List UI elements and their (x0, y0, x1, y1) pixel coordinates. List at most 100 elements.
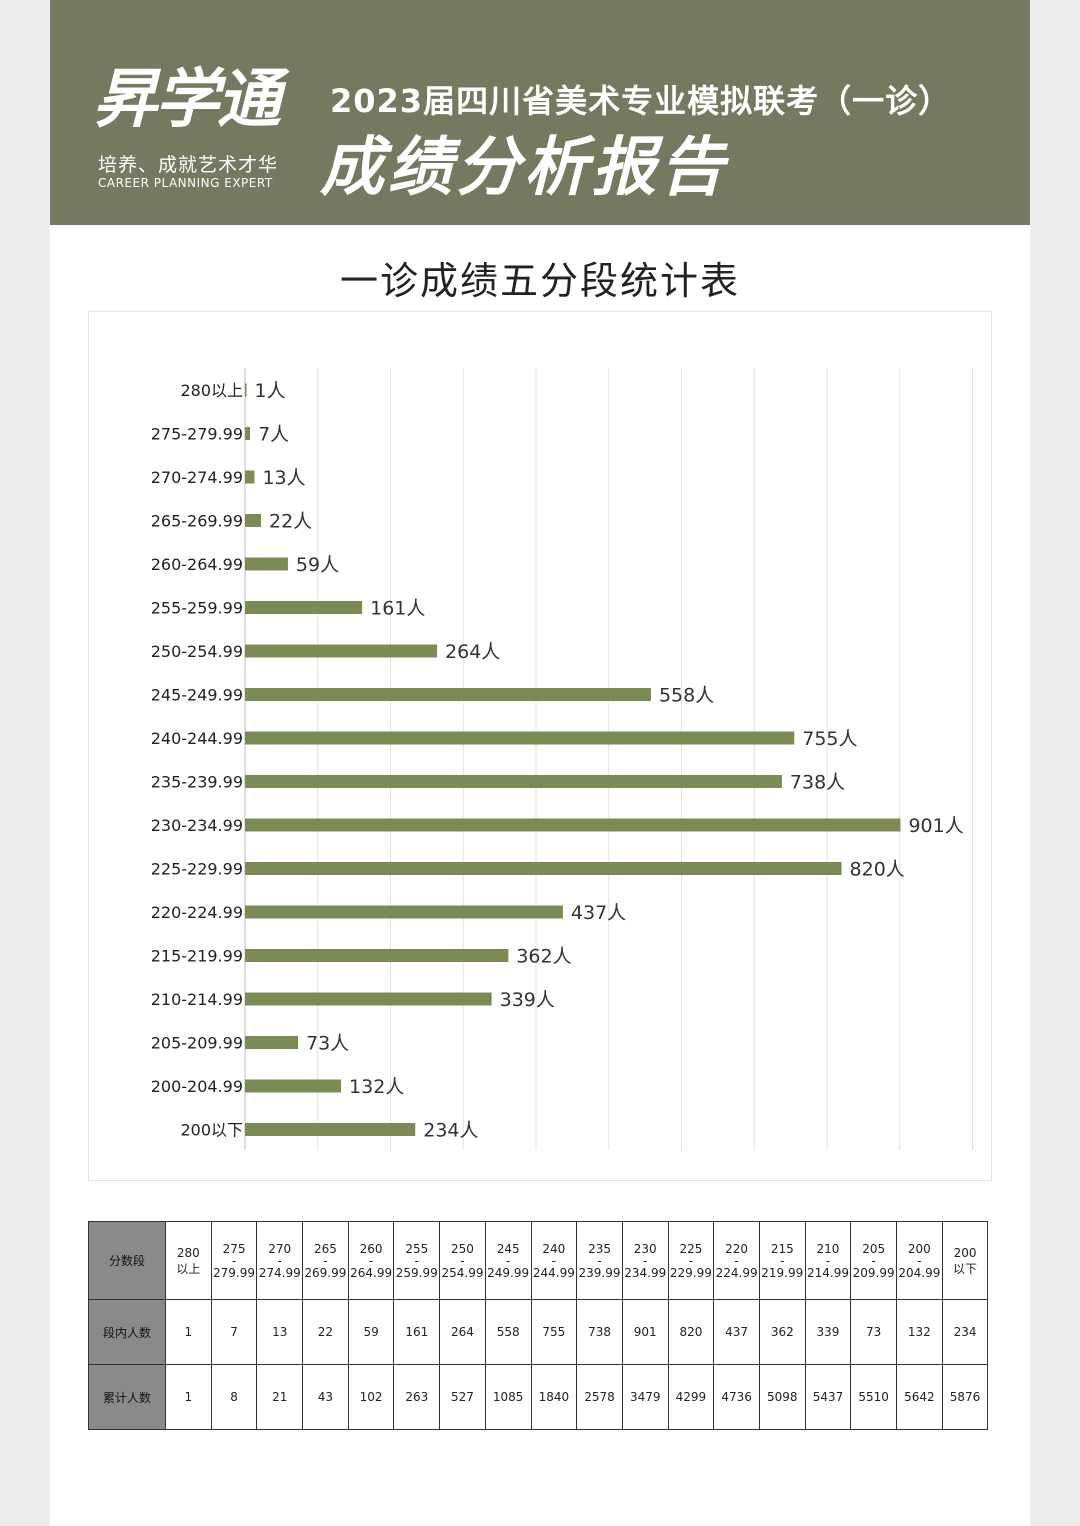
segment-cell: 270-274.99 (256, 1221, 304, 1300)
cumulative-cell: 21 (256, 1364, 304, 1430)
cumulative-cell: 3479 (621, 1364, 669, 1430)
data-label: 738人 (790, 772, 845, 794)
data-label: 234人 (423, 1120, 478, 1142)
report-header: 昇学通 培养、成就艺术才华 CAREER PLANNING EXPERT 202… (50, 0, 1030, 225)
bar (245, 905, 563, 919)
category-label: 200以下 (180, 1121, 243, 1140)
cumulative-cell: 5876 (941, 1364, 989, 1430)
data-label: 13人 (262, 467, 305, 489)
bar (245, 775, 782, 788)
brand-logo: 昇学通 (93, 63, 281, 137)
category-label: 255-259.99 (151, 599, 243, 618)
category-label: 280以上 (180, 381, 243, 400)
cumulative-cell: 5098 (758, 1364, 806, 1430)
bar (245, 1036, 299, 1049)
cumulative-cell: 43 (302, 1364, 349, 1430)
segment-cell: 280 以上 (165, 1221, 212, 1300)
count-cell: 73 (850, 1299, 897, 1365)
chart-title: 一诊成绩五分段统计表 (339, 259, 740, 303)
bar (245, 731, 795, 745)
bar (245, 1123, 416, 1136)
category-label: 250-254.99 (151, 642, 243, 661)
data-label: 437人 (571, 902, 626, 924)
category-label: 260-264.99 (151, 555, 243, 574)
table-row-counts: 段内人数 1 7 13 22 59 161 264 558 755 738 901 820 437 362… (88, 1299, 989, 1365)
count-cell: 1 (165, 1299, 212, 1365)
bar (245, 1079, 342, 1093)
category-label: 270-274.99 (151, 468, 243, 487)
category-label: 220-224.99 (151, 903, 243, 922)
bar (245, 818, 901, 832)
table-row-segments: 分数段 280 以上 275-279.99 270-274.99 265-269.99 2… (88, 1221, 989, 1300)
count-cell: 362 (758, 1299, 806, 1365)
bar (245, 601, 363, 614)
category-label: 235-239.99 (151, 773, 243, 792)
category-label: 215-219.99 (151, 947, 243, 966)
segment-cell: 260-264.99 (347, 1221, 395, 1300)
category-label: 225-229.99 (151, 860, 243, 879)
bar (245, 427, 251, 440)
cumulative-cell: 5510 (850, 1364, 897, 1430)
data-label: 132人 (349, 1076, 404, 1098)
cumulative-cell: 102 (347, 1364, 395, 1430)
data-label: 7人 (258, 424, 289, 446)
segment-cell: 255-259.99 (393, 1221, 441, 1300)
category-label: 205-209.99 (151, 1034, 243, 1053)
data-label: 264人 (445, 641, 500, 663)
data-label: 362人 (516, 946, 571, 968)
category-label: 210-214.99 (151, 990, 243, 1009)
bar-chart-svg: 280以上 1人 275-279.99 7人 270-274.99 13人 265-269.… (151, 368, 973, 1150)
count-cell: 161 (393, 1299, 441, 1365)
data-label: 339人 (500, 989, 555, 1011)
cumulative-cell: 4736 (713, 1364, 760, 1430)
bar (245, 383, 247, 397)
count-cell: 234 (941, 1299, 989, 1365)
segment-cell: 250-254.99 (439, 1221, 486, 1300)
score-table-wrap: 分数段 280 以上 275-279.99 270-274.99 265-269.99 2… (88, 1221, 989, 1430)
bar (245, 688, 651, 701)
data-label: 901人 (908, 815, 963, 837)
table-row-cumulative: 累计人数 1 8 21 43 102 263 527 1085 1840 2578 3479 4299… (88, 1364, 989, 1430)
segment-cell: 200 以下 (941, 1221, 989, 1300)
bar (245, 470, 255, 484)
segment-cell: 225-229.99 (667, 1221, 715, 1300)
report-title: 成绩分析报告 (320, 131, 728, 205)
segment-cell: 205-209.99 (850, 1221, 897, 1300)
score-table: 分数段 280 以上 275-279.99 270-274.99 265-269.99 2… (88, 1221, 989, 1430)
row-label-count: 段内人数 (88, 1299, 166, 1365)
count-cell: 13 (256, 1299, 304, 1365)
cumulative-cell: 1840 (530, 1364, 578, 1430)
category-label: 230-234.99 (151, 816, 243, 835)
segment-cell: 210-214.99 (804, 1221, 852, 1300)
count-cell: 437 (713, 1299, 760, 1365)
count-cell: 132 (896, 1299, 943, 1365)
segment-cell: 240-244.99 (530, 1221, 578, 1300)
cumulative-cell: 5642 (896, 1364, 943, 1430)
bar (245, 862, 842, 875)
count-cell: 7 (210, 1299, 258, 1365)
segment-cell: 200-204.99 (896, 1221, 943, 1300)
count-cell: 901 (621, 1299, 669, 1365)
bar (245, 557, 288, 571)
data-label: 755人 (802, 728, 857, 750)
data-label: 820人 (850, 859, 905, 881)
cumulative-cell: 1085 (484, 1364, 532, 1430)
brand-slogan: 培养、成就艺术才华 (98, 154, 279, 176)
bar (245, 644, 438, 658)
bar (245, 949, 509, 962)
category-label: 240-244.99 (151, 729, 243, 748)
category-label: 200-204.99 (151, 1077, 243, 1096)
category-label: 275-279.99 (151, 425, 243, 444)
category-label: 245-249.99 (151, 686, 243, 705)
cumulative-cell: 1 (165, 1364, 212, 1430)
cumulative-cell: 8 (210, 1364, 258, 1430)
count-cell: 22 (302, 1299, 349, 1365)
count-cell: 738 (576, 1299, 623, 1365)
count-cell: 755 (530, 1299, 578, 1365)
row-label-segment: 分数段 (88, 1221, 166, 1300)
segment-cell: 275-279.99 (210, 1221, 258, 1300)
data-label: 59人 (296, 554, 339, 576)
cumulative-cell: 4299 (667, 1364, 715, 1430)
segment-cell: 215-219.99 (758, 1221, 806, 1300)
count-cell: 558 (484, 1299, 532, 1365)
